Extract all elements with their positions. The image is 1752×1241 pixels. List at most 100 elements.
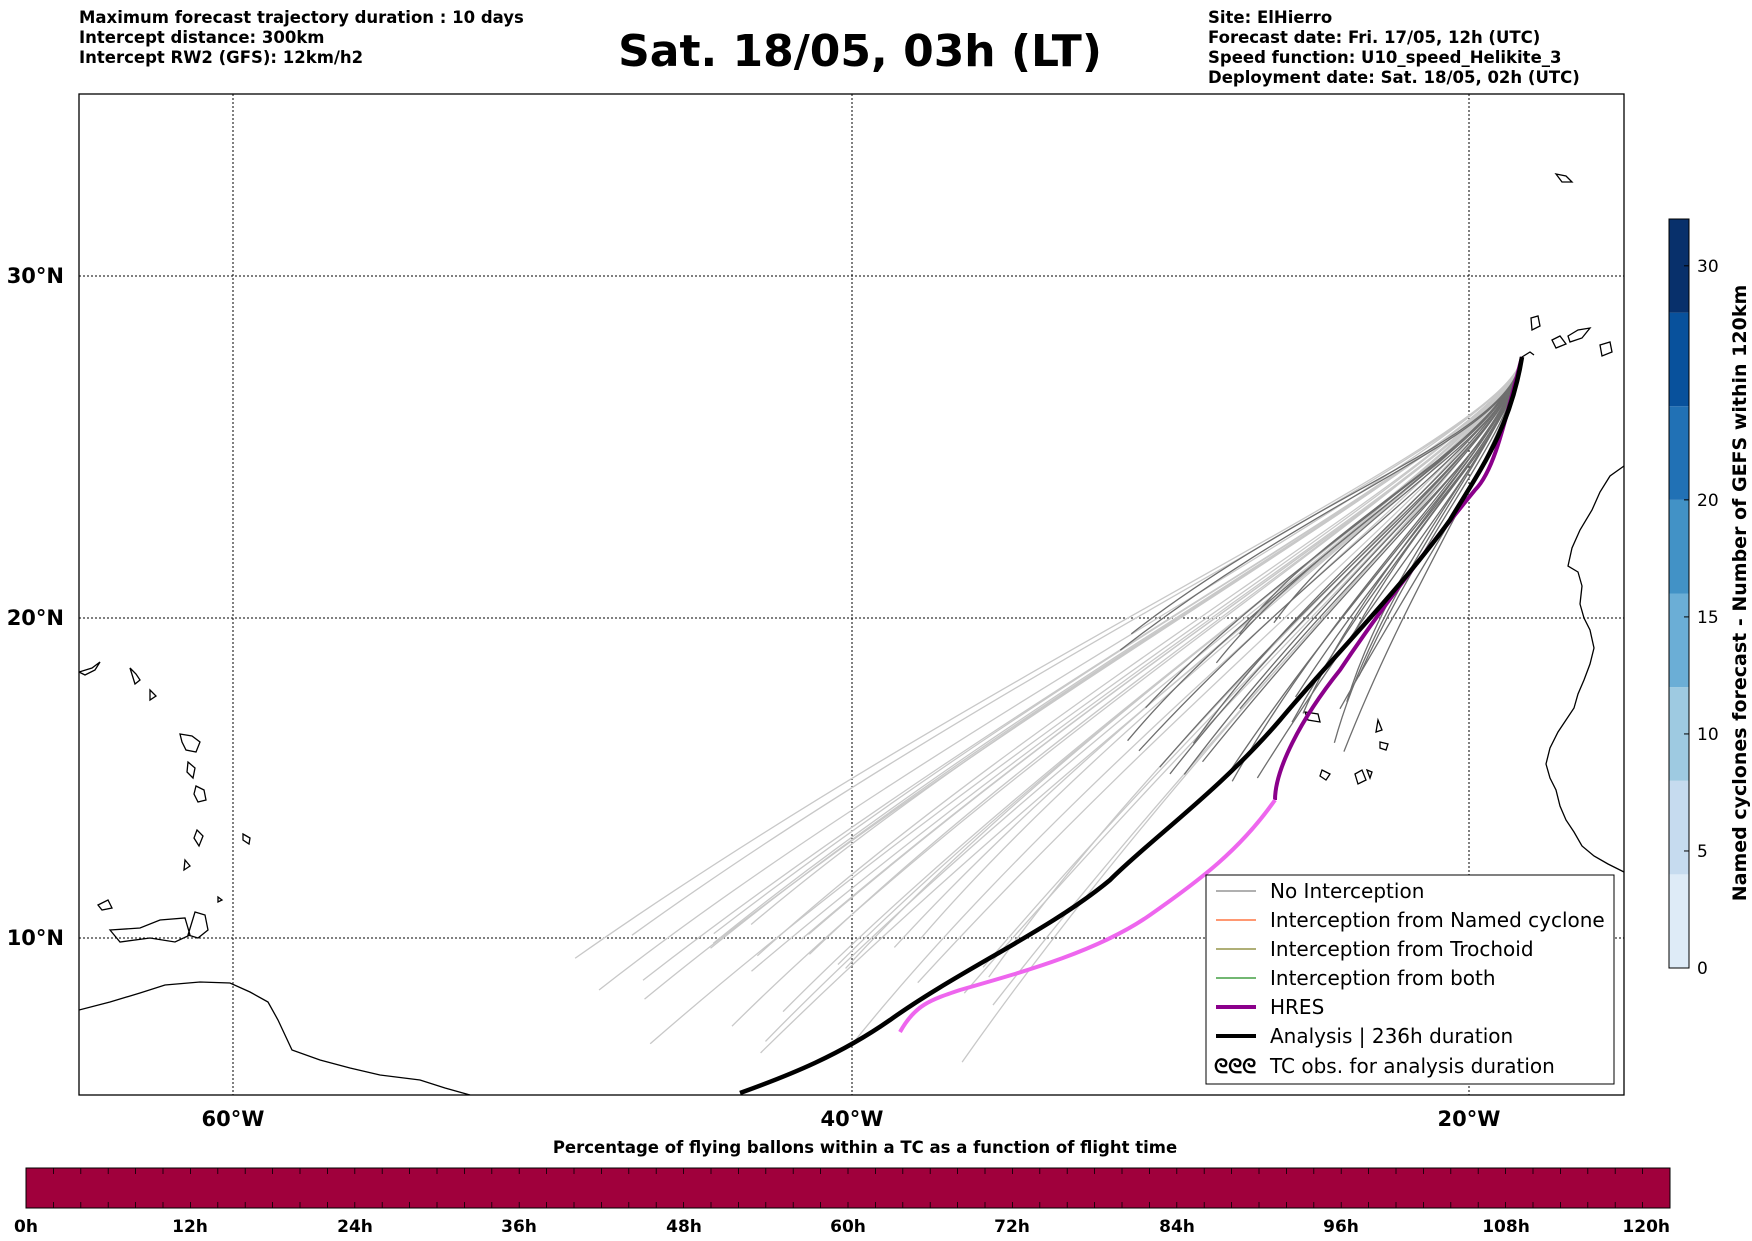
pct-tick-36h: 36h (501, 1217, 537, 1237)
guadeloupe (179, 733, 201, 753)
saint-lucia (193, 828, 204, 848)
canary-islands-1 (1530, 315, 1541, 332)
pct-tick-12h: 12h (172, 1217, 208, 1237)
deployment-date-text: Deployment date: Sat. 18/05, 02h (UTC) (1208, 68, 1580, 87)
colorbar-band (1669, 499, 1689, 594)
legend-label-trochoid: Interception from Trochoid (1270, 937, 1534, 961)
legend-label-analysis: Analysis | 236h duration (1270, 1024, 1513, 1048)
coastlines (79, 173, 1624, 1095)
ensemble-trajectory-faint (574, 356, 1523, 959)
legend-label-tc-obs: TC obs. for analysis duration (1269, 1054, 1555, 1078)
lat-label-30n: 30°N (7, 264, 64, 288)
colorbar-band (1669, 687, 1689, 781)
antilles-north (79, 661, 101, 676)
cape-verde-5 (1354, 769, 1367, 785)
ensemble-trajectory (1119, 356, 1523, 651)
colorbar-band (1669, 780, 1689, 875)
colorbar-tick-0: 0 (1697, 959, 1708, 979)
lon-label-60w: 60°W (202, 1107, 265, 1131)
saint-vincent (183, 858, 191, 872)
pct-tick-108h: 108h (1482, 1217, 1530, 1237)
cape-verde-3 (1379, 741, 1389, 751)
colorbar-tick-15: 15 (1697, 608, 1719, 628)
legend-label-named-cyclone: Interception from Named cyclone (1270, 908, 1605, 932)
ensemble-trajectory-faint (751, 356, 1523, 972)
pct-tick-0h: 0h (14, 1217, 38, 1237)
pct-tick-120h: 120h (1622, 1217, 1670, 1237)
max-duration-text: Maximum forecast trajectory duration : 1… (79, 8, 524, 27)
paria-coast (108, 917, 191, 943)
el-hierro-marker (1521, 351, 1535, 358)
pct-tick-96h: 96h (1323, 1217, 1359, 1237)
pct-tick-84h: 84h (1159, 1217, 1195, 1237)
island-2 (149, 688, 158, 702)
intercept-rw2-text: Intercept RW2 (GFS): 12km/h2 (79, 48, 364, 67)
colorbar-frame (1668, 218, 1690, 969)
legend-label-no-interception: No Interception (1270, 879, 1424, 903)
colorbar-title: Named cyclones forecast - Number of GEFS… (1729, 285, 1751, 902)
forecast-parameters: Maximum forecast trajectory duration : 1… (79, 8, 524, 68)
barbados (242, 832, 251, 846)
colorbar-tick-20: 20 (1697, 491, 1719, 511)
ensemble-trajectory (1145, 356, 1523, 709)
legend-box (1205, 874, 1615, 1085)
pct-tick-72h: 72h (994, 1217, 1030, 1237)
colorbar: 0 5 10 15 20 30 Named cyclones forecast … (1668, 218, 1751, 979)
ensemble-trajectory-faint (731, 356, 1523, 1027)
ensemble-trajectory-faint (642, 356, 1523, 981)
colorbar-band (1669, 874, 1689, 968)
graticule (79, 94, 1624, 1095)
forecast-date-text: Forecast date: Fri. 17/05, 12h (UTC) (1208, 28, 1541, 47)
colorbar-band (1669, 219, 1689, 313)
cape-verde-2 (1375, 717, 1383, 733)
cape-verde-4 (1319, 769, 1331, 781)
analysis-trajectory (739, 356, 1525, 1095)
ensemble-trajectory (1192, 356, 1523, 744)
site-info: Site: ElHierro Forecast date: Fri. 17/05… (1208, 8, 1580, 88)
percentage-bar-fill (26, 1168, 1670, 1208)
intercept-distance-text: Intercept distance: 300km (79, 28, 325, 47)
lon-label-40w: 40°W (821, 1107, 884, 1131)
ensemble-trajectory (1215, 356, 1523, 664)
tc-symbol-icon: ᘓᘓᘓ (1214, 1054, 1256, 1078)
canary-islands-2 (1551, 335, 1568, 349)
canary-islands-4 (1599, 341, 1613, 357)
speed-function-text: Speed function: U10_speed_Helikite_3 (1208, 48, 1562, 67)
ensemble-trajectory (1231, 356, 1523, 782)
legend: No Interception Interception from Named … (1205, 874, 1615, 1085)
hres-trajectory-late (898, 798, 1277, 1033)
colorbar-tick-30: 30 (1697, 257, 1719, 277)
lat-label-20n: 20°N (7, 606, 64, 630)
colorbar-ticks (1684, 265, 1689, 969)
percentage-bar: Percentage of flying ballons within a TC… (14, 1138, 1671, 1237)
lon-tick-labels: 60°W 40°W 20°W (202, 1107, 1501, 1131)
map-frame (78, 93, 1625, 1096)
lon-label-20w: 20°W (1438, 1107, 1501, 1131)
trajectories (574, 351, 1535, 1095)
south-america-coast (79, 981, 471, 1095)
percentage-bar-frame (25, 1167, 1671, 1209)
dominica (186, 760, 196, 780)
tobago-coast (217, 895, 224, 904)
margarita-coast (96, 899, 113, 911)
lat-tick-labels: 30°N 20°N 10°N (7, 264, 64, 950)
colorbar-tick-10: 10 (1697, 725, 1719, 745)
island-1 (129, 667, 141, 686)
lat-label-10n: 10°N (7, 926, 64, 950)
martinique (193, 785, 207, 803)
colorbar-band (1669, 406, 1689, 500)
legend-label-both: Interception from both (1270, 966, 1496, 990)
colorbar-tick-5: 5 (1697, 842, 1708, 862)
page-title: Sat. 18/05, 03h (LT) (618, 26, 1102, 77)
pct-tick-48h: 48h (666, 1217, 702, 1237)
madeira (1554, 173, 1574, 183)
west-africa-coast (1545, 465, 1624, 873)
percentage-bar-title: Percentage of flying ballons within a TC… (553, 1138, 1177, 1157)
colorbar-band (1669, 312, 1689, 407)
site-text: Site: ElHierro (1208, 8, 1333, 27)
percentage-bar-ticks (53, 1168, 1643, 1208)
colorbar-band (1669, 593, 1689, 688)
pct-tick-24h: 24h (337, 1217, 373, 1237)
canary-islands-3 (1567, 327, 1592, 343)
